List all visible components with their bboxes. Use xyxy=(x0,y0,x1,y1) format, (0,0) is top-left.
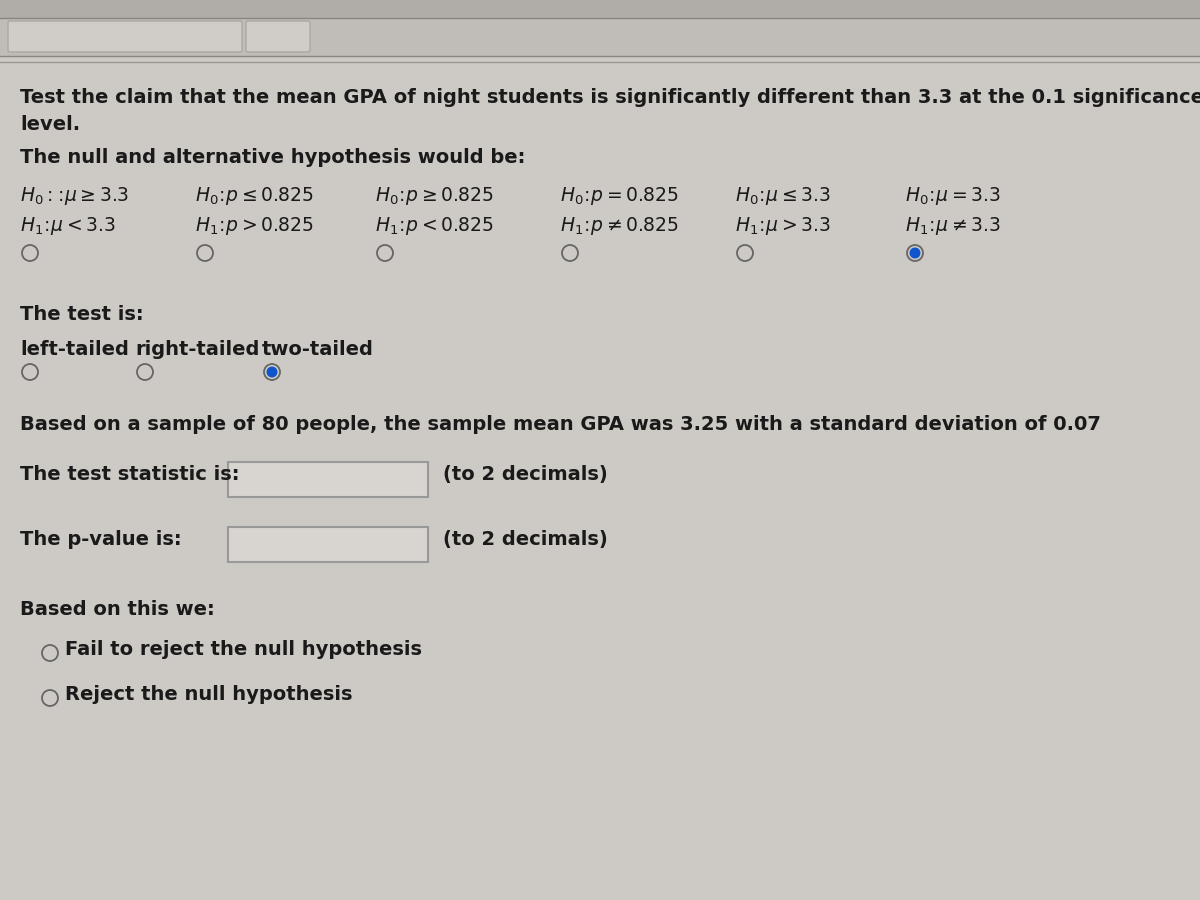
Bar xyxy=(0,0,1200,18)
Text: $H_0\!:\!p \geq 0.825$: $H_0\!:\!p \geq 0.825$ xyxy=(374,185,494,207)
Circle shape xyxy=(266,366,277,377)
Text: The p-value is:: The p-value is: xyxy=(20,530,181,549)
Text: $H_1\!:\!\mu < 3.3$: $H_1\!:\!\mu < 3.3$ xyxy=(20,215,115,237)
Text: The test statistic is:: The test statistic is: xyxy=(20,465,240,484)
Text: $H_1\!:\!p < 0.825$: $H_1\!:\!p < 0.825$ xyxy=(374,215,494,237)
Text: $H_1\!:\!\mu > 3.3$: $H_1\!:\!\mu > 3.3$ xyxy=(734,215,830,237)
Bar xyxy=(0,18,1200,56)
Text: $H_1\!:\!p > 0.825$: $H_1\!:\!p > 0.825$ xyxy=(194,215,314,237)
Text: (to 2 decimals): (to 2 decimals) xyxy=(443,465,607,484)
FancyBboxPatch shape xyxy=(228,462,428,497)
FancyBboxPatch shape xyxy=(8,21,242,52)
Text: level.: level. xyxy=(20,115,80,134)
Text: $H_0\!:\!p = 0.825$: $H_0\!:\!p = 0.825$ xyxy=(560,185,679,207)
Text: The test is:: The test is: xyxy=(20,305,144,324)
Text: Based on a sample of 80 people, the sample mean GPA was 3.25 with a standard dev: Based on a sample of 80 people, the samp… xyxy=(20,415,1100,434)
Text: left-tailed: left-tailed xyxy=(20,340,128,359)
Text: $H_0:\!:\!\mu \geq 3.3$: $H_0:\!:\!\mu \geq 3.3$ xyxy=(20,185,130,207)
Text: $H_0\!:\!p \leq 0.825$: $H_0\!:\!p \leq 0.825$ xyxy=(194,185,314,207)
Text: Based on this we:: Based on this we: xyxy=(20,600,215,619)
Text: The null and alternative hypothesis would be:: The null and alternative hypothesis woul… xyxy=(20,148,526,167)
Text: $H_0\!:\!\mu \leq 3.3$: $H_0\!:\!\mu \leq 3.3$ xyxy=(734,185,830,207)
FancyBboxPatch shape xyxy=(246,21,310,52)
FancyBboxPatch shape xyxy=(228,527,428,562)
Text: (to 2 decimals): (to 2 decimals) xyxy=(443,530,607,549)
Text: $H_0\!:\!\mu = 3.3$: $H_0\!:\!\mu = 3.3$ xyxy=(905,185,1001,207)
Circle shape xyxy=(910,248,920,258)
Text: right-tailed: right-tailed xyxy=(134,340,259,359)
Text: Test the claim that the mean GPA of night students is significantly different th: Test the claim that the mean GPA of nigh… xyxy=(20,88,1200,107)
Text: Reject the null hypothesis: Reject the null hypothesis xyxy=(65,685,353,704)
Text: two-tailed: two-tailed xyxy=(262,340,374,359)
Text: $H_1\!:\!\mu \neq 3.3$: $H_1\!:\!\mu \neq 3.3$ xyxy=(905,215,1001,237)
Text: Fail to reject the null hypothesis: Fail to reject the null hypothesis xyxy=(65,640,422,659)
Text: $H_1\!:\!p \neq 0.825$: $H_1\!:\!p \neq 0.825$ xyxy=(560,215,679,237)
